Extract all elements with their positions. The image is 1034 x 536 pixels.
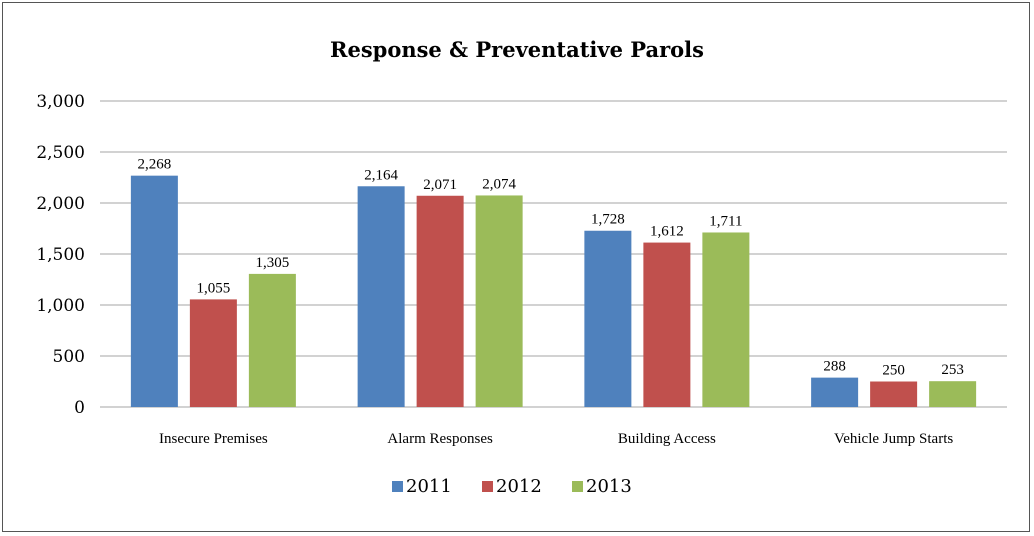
data-label: 1,305 (256, 255, 290, 271)
legend-swatch-2011 (392, 481, 403, 492)
y-tick-label: 3,000 (36, 92, 85, 112)
bar-2011-3 (811, 377, 859, 407)
bar-2012-3 (870, 381, 918, 407)
data-labels: 2,268 1,055 1,305 2,164 2,071 2,074 1,728 1,612… (138, 157, 964, 379)
bar-2013-2 (702, 232, 750, 407)
data-label: 1,612 (650, 224, 684, 240)
legend-swatch-2012 (482, 481, 493, 492)
data-label: 250 (882, 363, 905, 379)
y-tick-label: 1,000 (36, 296, 85, 316)
legend-label: 2012 (496, 476, 542, 497)
legend-label: 2013 (586, 476, 632, 497)
bars (130, 175, 977, 407)
data-label: 2,071 (423, 177, 457, 193)
data-label: 1,728 (591, 212, 625, 228)
legend-label: 2011 (406, 476, 452, 497)
y-tick-label: 2,000 (36, 194, 85, 214)
bar-2013-0 (248, 273, 296, 407)
y-axis-ticks: 0 500 1,000 1,500 2,000 2,500 3,000 (36, 92, 85, 418)
data-label: 2,268 (138, 157, 172, 173)
data-label: 1,055 (197, 280, 231, 296)
x-axis-categories: Insecure Premises Alarm Responses Building… (159, 431, 953, 447)
data-label: 288 (823, 359, 846, 375)
bar-2012-0 (189, 299, 237, 407)
data-label: 253 (941, 362, 964, 378)
category-label: Building Access (618, 431, 716, 447)
bar-2012-1 (416, 195, 464, 407)
bar-2011-2 (584, 230, 632, 407)
y-tick-label: 0 (74, 398, 85, 418)
category-label: Insecure Premises (159, 431, 268, 447)
bar-2011-1 (357, 186, 405, 407)
category-label: Alarm Responses (387, 431, 493, 447)
bar-chart: Response & Preventative Parols 0 500 1,000… (36, 37, 1007, 497)
data-label: 2,164 (364, 167, 398, 183)
data-label: 1,711 (709, 213, 742, 229)
category-label: Vehicle Jump Starts (834, 431, 953, 447)
data-label: 2,074 (482, 176, 516, 192)
legend-swatch-2013 (572, 481, 583, 492)
y-tick-label: 500 (53, 347, 85, 367)
chart-title: Response & Preventative Parols (330, 37, 704, 62)
y-tick-label: 2,500 (36, 143, 85, 163)
bar-2013-1 (475, 195, 523, 407)
legend: 2011 2012 2013 (392, 476, 632, 497)
bar-2013-3 (929, 381, 977, 407)
y-tick-label: 1,500 (36, 245, 85, 265)
bar-2012-2 (643, 242, 691, 407)
bar-2011-0 (130, 175, 178, 407)
